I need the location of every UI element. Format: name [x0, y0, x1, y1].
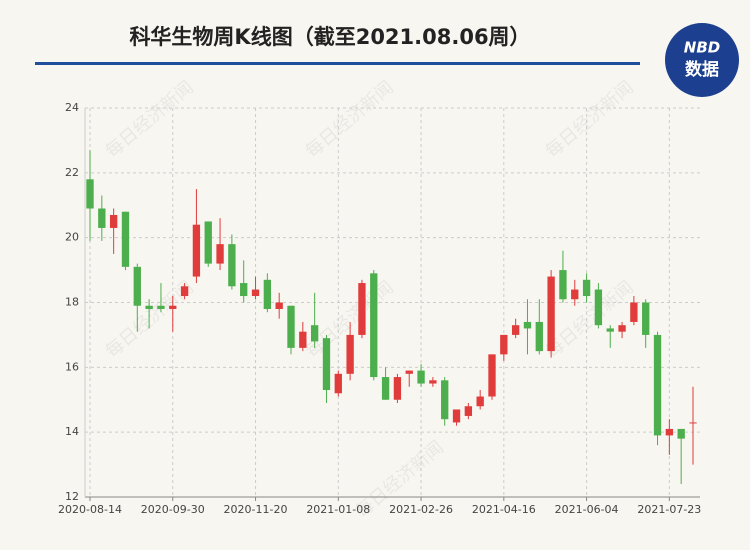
y-tick-label: 18	[65, 296, 79, 309]
candle-body	[145, 305, 153, 309]
candle-body	[169, 305, 177, 309]
chart-title: 科华生物周K线图（截至2021.08.06周）	[129, 25, 530, 49]
x-tick-label: 2020-11-20	[224, 503, 288, 516]
candle-body	[346, 334, 354, 374]
candle-body	[381, 377, 390, 400]
y-tick-label: 20	[65, 231, 79, 244]
candle-body	[523, 321, 532, 329]
candle-body	[653, 334, 662, 436]
candle-body	[358, 283, 366, 335]
candle-body	[275, 302, 283, 309]
candle-body	[606, 328, 614, 332]
candle-body	[441, 380, 449, 420]
candle-body	[133, 266, 141, 306]
logo	[665, 23, 739, 97]
x-tick-label: 2021-07-23	[637, 503, 701, 516]
candle-body	[109, 214, 118, 228]
y-tick-label: 24	[65, 101, 79, 114]
logo-sub: 数据	[685, 59, 719, 80]
candle-body	[334, 373, 342, 394]
x-tick-label: 2021-01-08	[306, 503, 370, 516]
candle-body	[677, 428, 685, 439]
y-tick-label: 12	[65, 490, 79, 503]
candle-body	[263, 279, 272, 309]
candle-body	[121, 211, 130, 267]
candle-body	[559, 270, 567, 300]
candle-body	[180, 286, 189, 297]
candle-body	[240, 283, 248, 297]
candle-body	[571, 289, 579, 300]
candle-body	[582, 279, 591, 297]
candle-body	[500, 334, 508, 355]
candle-body	[665, 428, 674, 436]
candle-body	[322, 338, 331, 391]
candle-body	[464, 406, 473, 416]
candle-body	[370, 273, 378, 378]
candle-body	[618, 325, 626, 332]
y-tick-label: 14	[65, 425, 79, 438]
candle-body	[299, 331, 307, 348]
candle-body	[476, 396, 484, 407]
candle-body	[452, 409, 461, 423]
candle-body	[310, 325, 319, 342]
candle-body	[98, 208, 106, 228]
x-tick-label: 2020-09-30	[141, 503, 205, 516]
candle-body	[204, 221, 212, 264]
candle-body	[547, 276, 555, 352]
candle-body	[630, 302, 638, 322]
logo-brand: NBD	[684, 39, 720, 57]
candle-body	[86, 179, 94, 209]
candle-body	[511, 325, 520, 335]
y-tick-label: 22	[65, 166, 79, 179]
candle-body	[405, 370, 413, 374]
candle-body	[393, 377, 402, 400]
x-tick-label: 2021-04-16	[472, 503, 536, 516]
candle-body	[216, 244, 224, 264]
candle-body	[689, 422, 697, 424]
title-rule	[35, 62, 640, 65]
x-tick-label: 2020-08-14	[58, 503, 122, 516]
candle-body	[157, 305, 165, 309]
y-tick-label: 16	[65, 360, 79, 373]
candle-body	[287, 305, 295, 348]
candle-body	[192, 224, 201, 277]
candle-body	[417, 370, 425, 384]
candle-body	[251, 289, 260, 297]
x-tick-label: 2021-06-04	[555, 503, 619, 516]
candle-body	[228, 244, 236, 287]
candle-body	[488, 354, 496, 397]
candle-body	[429, 380, 437, 384]
x-tick-label: 2021-02-26	[389, 503, 453, 516]
candle-body	[535, 321, 543, 352]
candle-body	[594, 289, 603, 326]
candle-body	[642, 302, 650, 335]
